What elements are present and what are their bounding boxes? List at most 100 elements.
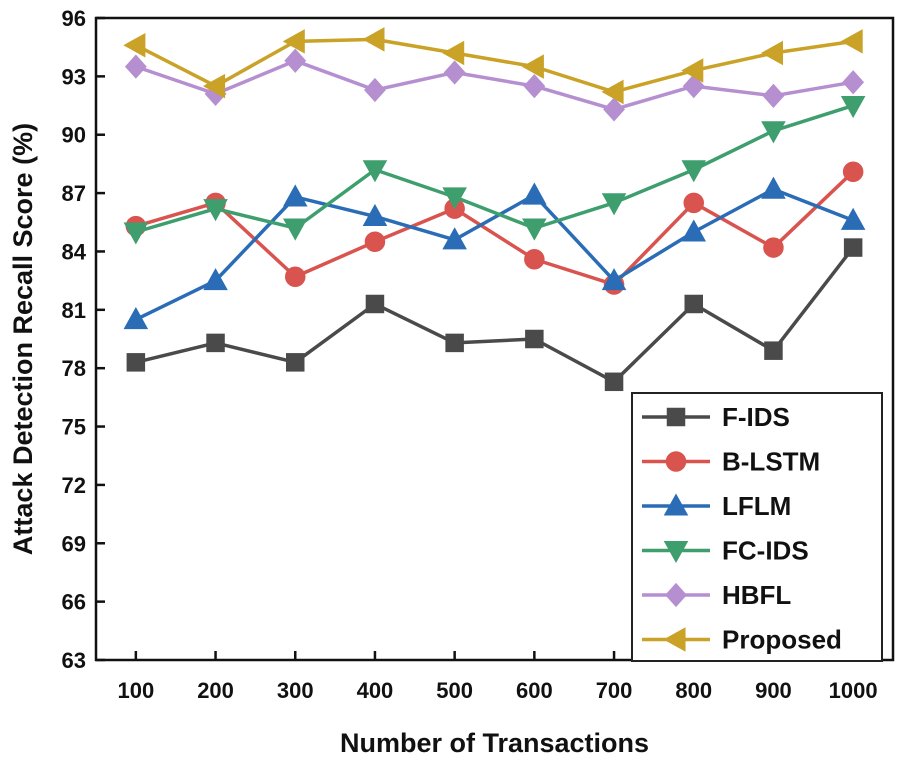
legend-label: Proposed xyxy=(722,625,842,655)
x-tick-label: 100 xyxy=(117,678,154,703)
data-point xyxy=(682,73,705,99)
data-point xyxy=(601,268,627,291)
data-point xyxy=(362,203,388,226)
data-point xyxy=(203,268,228,291)
x-tick-label: 900 xyxy=(755,678,792,703)
data-point xyxy=(445,333,464,353)
axes-layer: 63 66 69 72 75 78 81 84 87 90 93 96 100 200 300 400 500 6… xyxy=(62,6,878,703)
data-point xyxy=(524,248,545,270)
data-point xyxy=(362,27,385,52)
y-tick-label: 87 xyxy=(62,181,86,206)
series-fc-ids xyxy=(123,95,866,245)
legend-label: FC-IDS xyxy=(722,536,809,566)
y-tick-label: 81 xyxy=(62,298,86,323)
legend-item: B-LSTM xyxy=(642,447,820,477)
data-point xyxy=(525,329,544,349)
series-hbfl xyxy=(124,48,865,122)
legend-marker xyxy=(665,582,687,608)
x-tick-label: 500 xyxy=(436,678,473,703)
data-point xyxy=(761,176,786,199)
y-tick-label: 90 xyxy=(62,123,86,148)
data-point xyxy=(842,161,864,182)
y-tick-label: 75 xyxy=(62,415,86,440)
data-point xyxy=(603,97,625,122)
data-point xyxy=(522,218,547,241)
y-tick-label: 72 xyxy=(62,473,86,498)
series-layer xyxy=(123,27,866,392)
series-line xyxy=(135,187,854,322)
legend-item: Proposed xyxy=(642,625,842,655)
series-proposed xyxy=(123,27,863,105)
data-point xyxy=(124,54,147,79)
data-point xyxy=(761,121,786,144)
data-point xyxy=(683,192,704,214)
x-tick-label: 800 xyxy=(675,678,712,703)
legend-marker xyxy=(665,451,687,472)
data-point xyxy=(684,294,703,314)
data-point xyxy=(364,77,386,103)
x-tick-label: 600 xyxy=(516,678,553,703)
data-point xyxy=(123,222,149,245)
data-point xyxy=(442,227,467,250)
series-line xyxy=(135,246,855,384)
x-tick-label: 200 xyxy=(197,678,234,703)
legend-label: LFLM xyxy=(722,491,791,521)
y-tick-label: 69 xyxy=(62,531,86,556)
series-f-ids xyxy=(126,238,863,392)
data-point xyxy=(840,95,866,119)
data-point xyxy=(681,219,707,242)
data-point xyxy=(840,207,866,230)
x-tick-label: 300 xyxy=(277,678,314,703)
legend: F-IDS B-LSTM LFLM FC-IDS HBFL Proposed xyxy=(631,392,883,662)
x-tick-label: 1000 xyxy=(829,678,878,703)
y-tick-label: 66 xyxy=(62,590,86,615)
data-point xyxy=(840,29,863,54)
data-point xyxy=(442,40,465,66)
legend-marker xyxy=(663,493,689,516)
x-tick-label: 700 xyxy=(596,678,633,703)
data-point xyxy=(123,32,146,58)
data-point xyxy=(521,54,544,79)
series-line xyxy=(135,59,854,112)
legend-marker xyxy=(666,407,686,427)
data-point xyxy=(523,73,546,99)
data-point xyxy=(365,294,385,314)
y-tick-label: 63 xyxy=(62,648,86,673)
data-point xyxy=(762,83,785,108)
data-point xyxy=(282,218,308,241)
data-point xyxy=(286,353,305,372)
data-point xyxy=(681,58,704,83)
legend-marker xyxy=(663,627,686,652)
data-point xyxy=(126,353,146,372)
legend-marker xyxy=(663,540,689,564)
data-point xyxy=(203,73,226,99)
data-point xyxy=(362,160,388,183)
data-point xyxy=(442,187,467,210)
x-tick-label: 400 xyxy=(357,678,394,703)
data-point xyxy=(681,160,707,183)
legend-box xyxy=(631,392,883,662)
data-point xyxy=(282,29,305,54)
data-point xyxy=(282,184,308,207)
y-tick-label: 93 xyxy=(62,64,86,89)
y-axis-title: Attack Detection Recall Score (%) xyxy=(8,123,38,555)
data-point xyxy=(123,307,149,330)
series-line xyxy=(135,103,854,234)
data-point xyxy=(522,182,547,205)
plot-frame xyxy=(94,16,895,662)
legend-label: F-IDS xyxy=(722,402,790,432)
legend-label: HBFL xyxy=(722,580,791,610)
data-point xyxy=(601,79,624,105)
legend-label: B-LSTM xyxy=(722,447,820,477)
y-tick-label: 78 xyxy=(62,356,86,381)
data-point xyxy=(604,372,624,392)
data-point xyxy=(843,238,863,257)
data-point xyxy=(760,40,783,66)
x-axis-title: Number of Transactions xyxy=(340,728,649,758)
data-point xyxy=(443,60,466,85)
data-point xyxy=(285,266,306,287)
legend-item: LFLM xyxy=(642,491,791,521)
data-point xyxy=(842,70,865,95)
